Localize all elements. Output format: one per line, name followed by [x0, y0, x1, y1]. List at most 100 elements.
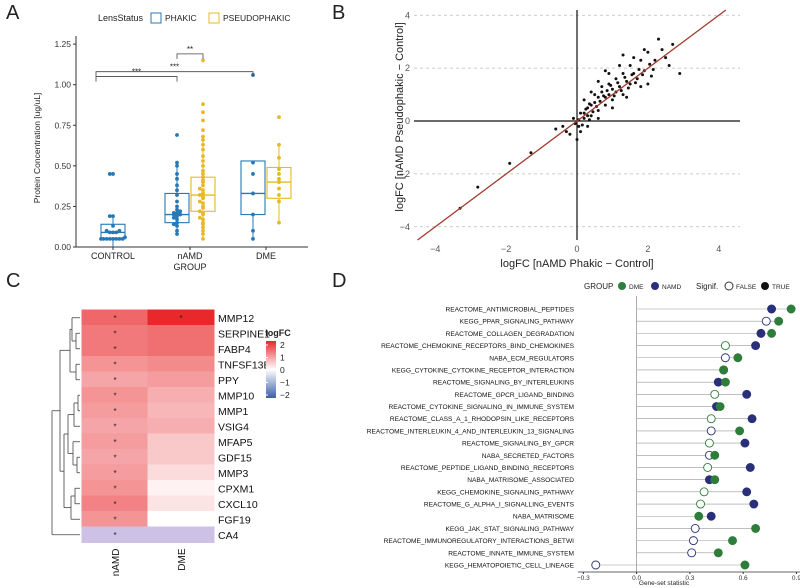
data-point	[201, 204, 205, 209]
dme-dot	[720, 377, 730, 387]
data-point	[107, 230, 112, 235]
scatter-point	[621, 53, 625, 57]
pathway-label: REACTOME_CLASS_A_1_RHODOPSIN_LIKE_RECEPT…	[390, 416, 575, 423]
pathway-label: KEGG_HEMATOPOIETIC_CELL_LINEAGE	[445, 563, 575, 570]
pathway-label: REACTOME_ANTIMICROBIAL_PEPTIDES	[446, 307, 575, 314]
scatter-point	[671, 42, 675, 46]
scatter-point	[664, 56, 668, 60]
data-point	[175, 133, 179, 137]
namd-dot	[706, 426, 716, 436]
heatmap-legend-title: logFC	[265, 328, 291, 338]
scatter-point	[600, 90, 604, 94]
dme-dot	[715, 402, 725, 411]
data-point	[201, 142, 205, 147]
namd-dot	[751, 341, 761, 351]
y-tick-label: 0.25	[54, 201, 71, 211]
y-tick-label: 0.00	[54, 242, 71, 252]
scatter-point	[596, 108, 600, 112]
scatter-point	[579, 130, 583, 134]
scatter-point	[582, 98, 586, 102]
scatter-point	[609, 83, 613, 87]
data-point	[175, 193, 179, 197]
scatter-point	[586, 114, 590, 118]
data-point	[251, 160, 255, 165]
scatter-point	[637, 67, 641, 71]
legend-swatch-pseudophakic	[208, 12, 220, 24]
data-point	[201, 232, 205, 236]
dme-dot	[696, 499, 705, 509]
data-point	[277, 142, 281, 147]
data-point	[201, 110, 205, 115]
legend-circle-true	[761, 282, 769, 290]
data-point	[171, 215, 176, 220]
dme-dot	[694, 511, 704, 521]
scatter-point	[596, 95, 600, 99]
scatter-point	[641, 73, 645, 77]
panel-label-c: C	[6, 270, 21, 292]
scatter-point	[657, 37, 660, 41]
data-point	[197, 209, 202, 214]
scatter-point	[610, 106, 614, 110]
scatter-point	[508, 161, 512, 165]
pathway-label: KEGG_JAK_STAT_SIGNALING_PATHWAY	[446, 526, 575, 533]
scatter-point	[476, 185, 480, 189]
y-tick-label: 1.00	[54, 80, 71, 90]
dme-dot	[786, 304, 796, 314]
heatmap-column-label: DME	[177, 548, 188, 571]
data-point	[175, 228, 179, 233]
scatter-point	[616, 81, 620, 85]
data-point	[111, 236, 115, 241]
data-point	[201, 168, 205, 173]
data-point	[175, 199, 179, 204]
heatmap-row-label: PPY	[218, 375, 239, 387]
legend-tick-label: 0	[280, 365, 285, 375]
significance-bracket	[176, 53, 204, 59]
scatter-point	[621, 71, 625, 75]
significance-star: *	[113, 515, 116, 524]
data-point	[107, 236, 112, 241]
scatter-point	[630, 73, 634, 77]
scatter-point	[587, 102, 591, 106]
dme-dot	[703, 463, 713, 472]
scatter-point	[626, 86, 630, 90]
namd-dot	[591, 560, 601, 570]
data-point	[114, 230, 119, 235]
dotplot-x-axis-label: Gene-set statistic	[639, 580, 690, 587]
data-point	[201, 236, 205, 241]
pathway-label: KEGG_PPAR_SIGNALING_PATHWAY	[460, 319, 575, 326]
dme-dot	[713, 548, 723, 558]
legend-swatch-phakic	[150, 12, 162, 24]
significance-bracket	[95, 76, 178, 82]
data-point	[277, 186, 281, 191]
data-point	[251, 191, 255, 196]
namd-dot	[749, 499, 759, 509]
scatter-point	[600, 85, 604, 89]
data-point	[99, 236, 103, 241]
namd-dot	[761, 316, 771, 326]
data-point	[117, 236, 122, 241]
data-point	[201, 128, 205, 133]
significance-star: *	[179, 314, 182, 323]
scatter-point	[603, 103, 607, 107]
signif-legend-title: Signif.	[696, 282, 718, 291]
heatmap-row-label: FABP4	[218, 344, 251, 356]
heatmap-panel-c: * *************** MMP12SERPINE1FABP4TNFSF…	[51, 309, 291, 576]
scatter-point	[633, 81, 637, 85]
scatter-point	[625, 95, 629, 99]
scatter-point	[591, 110, 595, 114]
heatmap-row-label: FGF19	[218, 514, 251, 526]
data-point	[201, 201, 205, 206]
scatter-point	[625, 79, 629, 83]
row-dendrogram	[51, 317, 80, 536]
scatter-point	[653, 58, 657, 62]
legend-circle-false	[724, 281, 734, 291]
pathway-label: REACTOME_SIGNALING_BY_GPCR	[462, 441, 574, 448]
scatter-point	[571, 116, 575, 120]
data-point	[178, 209, 183, 214]
x-tick-label: 0.9	[792, 575, 800, 582]
scatter-point	[593, 101, 597, 105]
scatter-point	[646, 50, 650, 54]
pathway-label: REACTOME_PEPTIDE_LIGAND_BINDING_RECEPTOR…	[401, 465, 575, 472]
scatter-point	[582, 111, 586, 115]
pathway-label: NABA_ECM_REGULATORS	[489, 355, 574, 362]
